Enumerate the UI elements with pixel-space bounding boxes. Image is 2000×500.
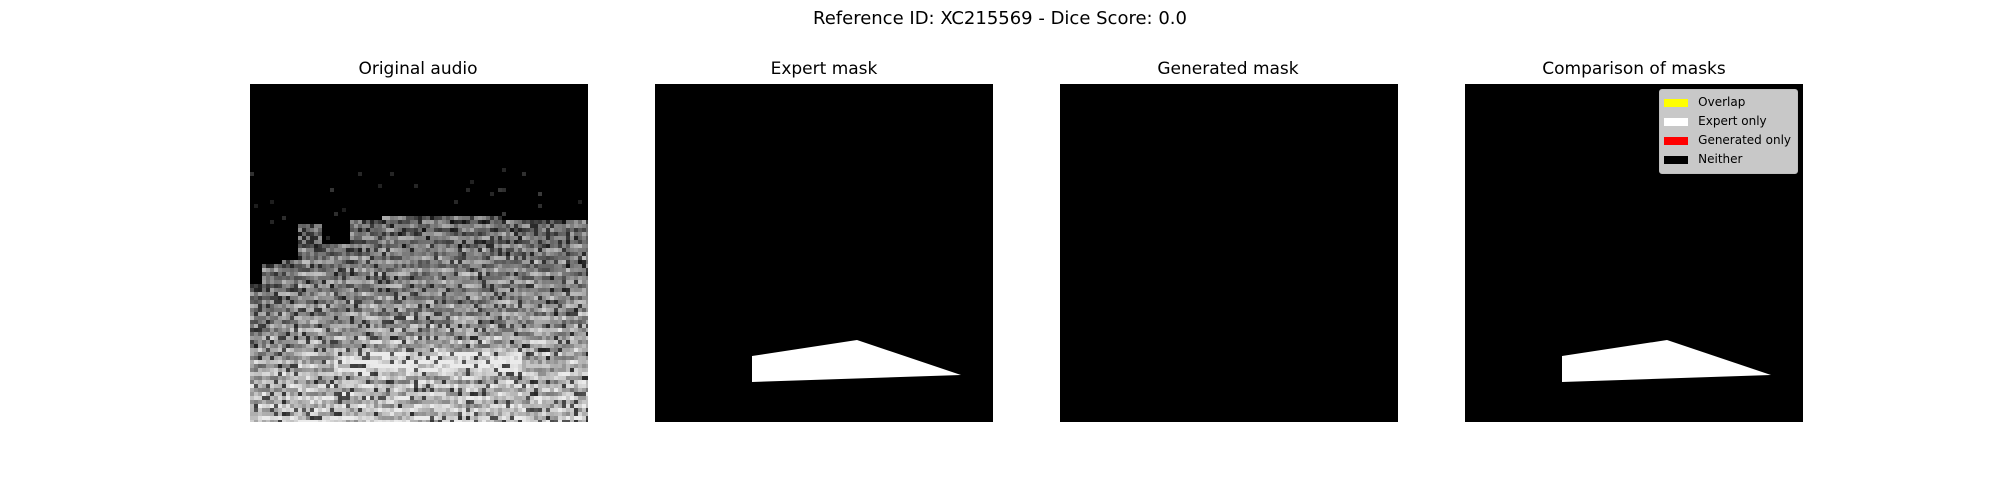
legend-label: Expert only [1698, 114, 1767, 128]
legend-item-neither: Neither [1664, 150, 1791, 169]
comparison-image: Overlap Expert only Generated only Neith… [1465, 84, 1803, 422]
legend-label: Generated only [1698, 133, 1791, 147]
figure-title: Reference ID: XC215569 - Dice Score: 0.0 [813, 8, 1187, 29]
legend-item-generated-only: Generated only [1664, 131, 1791, 150]
panel-title-comparison: Comparison of masks [1542, 59, 1726, 79]
expert-only-region [1562, 340, 1771, 382]
spectrogram-image [250, 84, 588, 422]
legend-swatch-neither [1664, 155, 1689, 164]
legend-label: Overlap [1698, 95, 1746, 109]
expert-mask-image [655, 84, 993, 422]
legend-item-overlap: Overlap [1664, 93, 1791, 112]
panel-title-original-audio: Original audio [358, 59, 478, 79]
legend-swatch-overlap [1664, 98, 1689, 107]
legend-label: Neither [1698, 152, 1743, 166]
generated-mask-image [1060, 84, 1398, 422]
panel-title-expert-mask: Expert mask [770, 59, 878, 79]
legend: Overlap Expert only Generated only Neith… [1659, 89, 1798, 174]
legend-item-expert-only: Expert only [1664, 112, 1791, 131]
spectrogram-canvas [250, 84, 588, 422]
legend-swatch-generated-only [1664, 136, 1689, 145]
expert-mask-region [752, 340, 961, 382]
panel-title-generated-mask: Generated mask [1157, 59, 1299, 79]
legend-swatch-expert-only [1664, 117, 1689, 126]
